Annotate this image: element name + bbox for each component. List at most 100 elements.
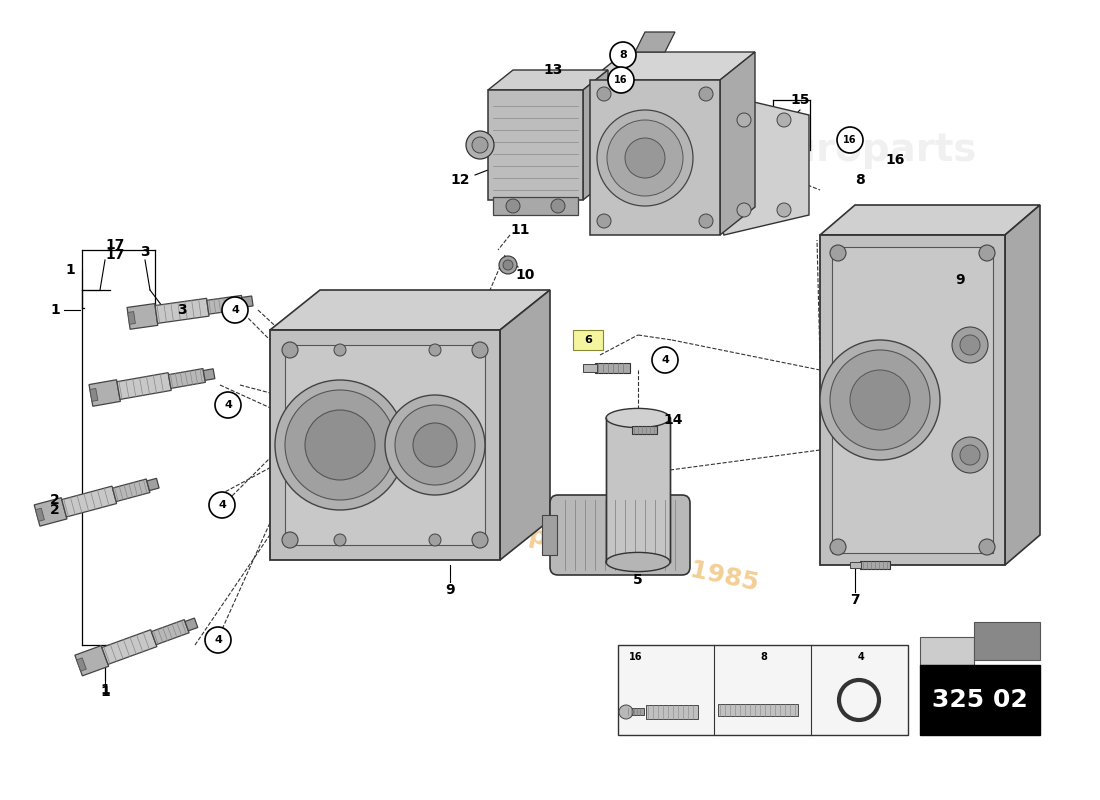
Polygon shape xyxy=(635,32,675,52)
Circle shape xyxy=(820,340,940,460)
Bar xyxy=(820,235,1005,565)
Polygon shape xyxy=(168,369,206,389)
Text: 16: 16 xyxy=(629,652,642,662)
Polygon shape xyxy=(204,369,214,380)
Polygon shape xyxy=(75,646,109,676)
Bar xyxy=(920,665,1040,735)
Circle shape xyxy=(850,370,910,430)
Bar xyxy=(590,80,720,235)
Text: 14: 14 xyxy=(663,413,683,427)
Bar xyxy=(632,426,657,434)
Text: 8: 8 xyxy=(760,652,768,662)
Circle shape xyxy=(610,42,636,68)
Polygon shape xyxy=(1005,205,1040,565)
Circle shape xyxy=(282,342,298,358)
Bar xyxy=(270,330,500,560)
Circle shape xyxy=(222,297,248,323)
Circle shape xyxy=(608,67,634,93)
Polygon shape xyxy=(90,389,98,402)
Circle shape xyxy=(652,347,678,373)
Polygon shape xyxy=(128,303,157,330)
Bar xyxy=(488,90,583,200)
Text: 12: 12 xyxy=(450,173,470,187)
Text: 16: 16 xyxy=(614,75,628,85)
Text: 1: 1 xyxy=(65,263,75,277)
Polygon shape xyxy=(35,508,44,522)
Circle shape xyxy=(830,350,930,450)
Bar xyxy=(542,515,557,555)
Circle shape xyxy=(503,260,513,270)
Circle shape xyxy=(597,110,693,206)
Circle shape xyxy=(429,534,441,546)
Circle shape xyxy=(979,245,996,261)
Circle shape xyxy=(275,380,405,510)
Polygon shape xyxy=(89,380,120,406)
Text: 4: 4 xyxy=(231,305,239,315)
Circle shape xyxy=(837,127,864,153)
Bar xyxy=(850,562,861,568)
Text: 15: 15 xyxy=(790,93,810,107)
Text: a passion for parts since 1985: a passion for parts since 1985 xyxy=(339,484,761,596)
Circle shape xyxy=(385,395,485,495)
Text: 10: 10 xyxy=(515,268,535,282)
Text: 325 02: 325 02 xyxy=(932,688,1027,712)
Circle shape xyxy=(979,539,996,555)
Bar xyxy=(646,705,698,719)
Bar xyxy=(606,417,670,562)
Polygon shape xyxy=(152,620,189,645)
Text: 1: 1 xyxy=(100,685,110,699)
Text: 1: 1 xyxy=(100,683,110,697)
Text: 5: 5 xyxy=(634,573,642,587)
Polygon shape xyxy=(820,205,1040,235)
Text: 4: 4 xyxy=(218,500,226,510)
Text: 6: 6 xyxy=(584,335,592,345)
Text: 2: 2 xyxy=(51,493,59,507)
Polygon shape xyxy=(128,311,135,324)
Text: 4: 4 xyxy=(858,652,865,662)
Polygon shape xyxy=(77,658,86,671)
Text: 13: 13 xyxy=(543,63,563,77)
Circle shape xyxy=(625,138,666,178)
Text: 17: 17 xyxy=(106,238,124,252)
Bar xyxy=(974,622,1040,660)
Circle shape xyxy=(698,214,713,228)
Polygon shape xyxy=(242,296,253,307)
Circle shape xyxy=(619,705,632,719)
Bar xyxy=(618,645,908,735)
Text: 3: 3 xyxy=(177,303,187,317)
Polygon shape xyxy=(488,70,608,90)
Polygon shape xyxy=(155,298,209,323)
Circle shape xyxy=(952,437,988,473)
Circle shape xyxy=(777,113,791,127)
Polygon shape xyxy=(102,630,157,665)
Polygon shape xyxy=(720,52,755,235)
Circle shape xyxy=(607,120,683,196)
Text: 17: 17 xyxy=(106,248,124,262)
Circle shape xyxy=(305,410,375,480)
Bar xyxy=(832,247,993,553)
Bar xyxy=(860,561,890,569)
Text: 8: 8 xyxy=(855,173,865,187)
Circle shape xyxy=(551,199,565,213)
Circle shape xyxy=(412,423,456,467)
Circle shape xyxy=(952,327,988,363)
Circle shape xyxy=(737,113,751,127)
Text: 9: 9 xyxy=(446,583,454,597)
Text: europarts: europarts xyxy=(762,131,977,169)
Text: 2: 2 xyxy=(51,503,59,517)
Polygon shape xyxy=(112,479,150,502)
Circle shape xyxy=(960,445,980,465)
Circle shape xyxy=(466,131,494,159)
Text: 8: 8 xyxy=(619,50,627,60)
Polygon shape xyxy=(34,498,67,526)
Circle shape xyxy=(334,534,346,546)
Bar xyxy=(595,363,630,373)
Polygon shape xyxy=(62,486,117,517)
Circle shape xyxy=(830,539,846,555)
Text: 4: 4 xyxy=(224,400,232,410)
Ellipse shape xyxy=(606,408,670,427)
Ellipse shape xyxy=(606,552,670,571)
Polygon shape xyxy=(270,290,550,330)
Circle shape xyxy=(597,87,611,101)
Polygon shape xyxy=(185,618,198,631)
